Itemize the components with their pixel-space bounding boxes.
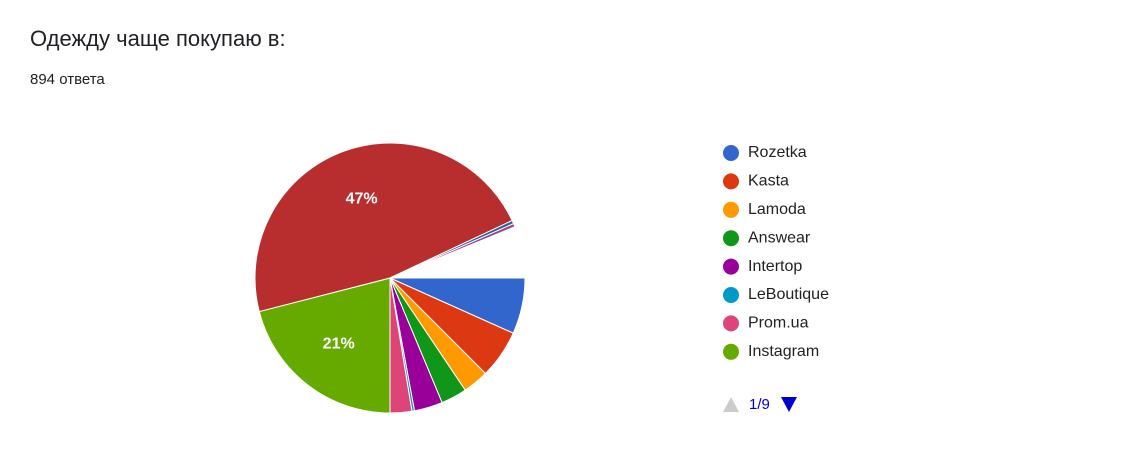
legend-marker bbox=[723, 287, 739, 303]
legend-marker bbox=[723, 201, 739, 218]
legend: Rozetka Kasta Lamoda Answear Intertop LeBouti… bbox=[723, 144, 829, 360]
legend-label: Answear bbox=[748, 229, 811, 246]
legend-label: Prom.ua bbox=[748, 315, 809, 332]
legend-page: 1/9 bbox=[749, 396, 770, 413]
pie-slice bbox=[258, 277, 391, 414]
chart-subtitle: 894 ответа bbox=[30, 71, 105, 88]
legend-label: Instagram bbox=[748, 343, 819, 360]
legend-marker bbox=[723, 343, 739, 360]
legend-label: Kasta bbox=[748, 173, 789, 190]
legend-label: Lamoda bbox=[748, 201, 806, 218]
legend-marker bbox=[723, 230, 739, 247]
legend-label: Rozetka bbox=[748, 144, 807, 161]
legend-label: Intertop bbox=[748, 258, 802, 275]
legend-marker bbox=[723, 173, 739, 190]
slice-label: 21% bbox=[323, 335, 355, 352]
pie-slice bbox=[254, 142, 513, 313]
legend-label: LeBoutique bbox=[748, 286, 829, 303]
legend-prev[interactable] bbox=[723, 397, 739, 412]
slice-label: 47% bbox=[346, 190, 378, 207]
legend-next[interactable] bbox=[781, 397, 797, 412]
legend-marker bbox=[723, 145, 739, 161]
pie-slice bbox=[389, 222, 516, 279]
legend-marker bbox=[723, 315, 739, 332]
pie: 21% 47% bbox=[254, 142, 526, 414]
legend-marker bbox=[723, 258, 739, 275]
chart-title: Одежду чаще покупаю в: bbox=[30, 26, 286, 51]
